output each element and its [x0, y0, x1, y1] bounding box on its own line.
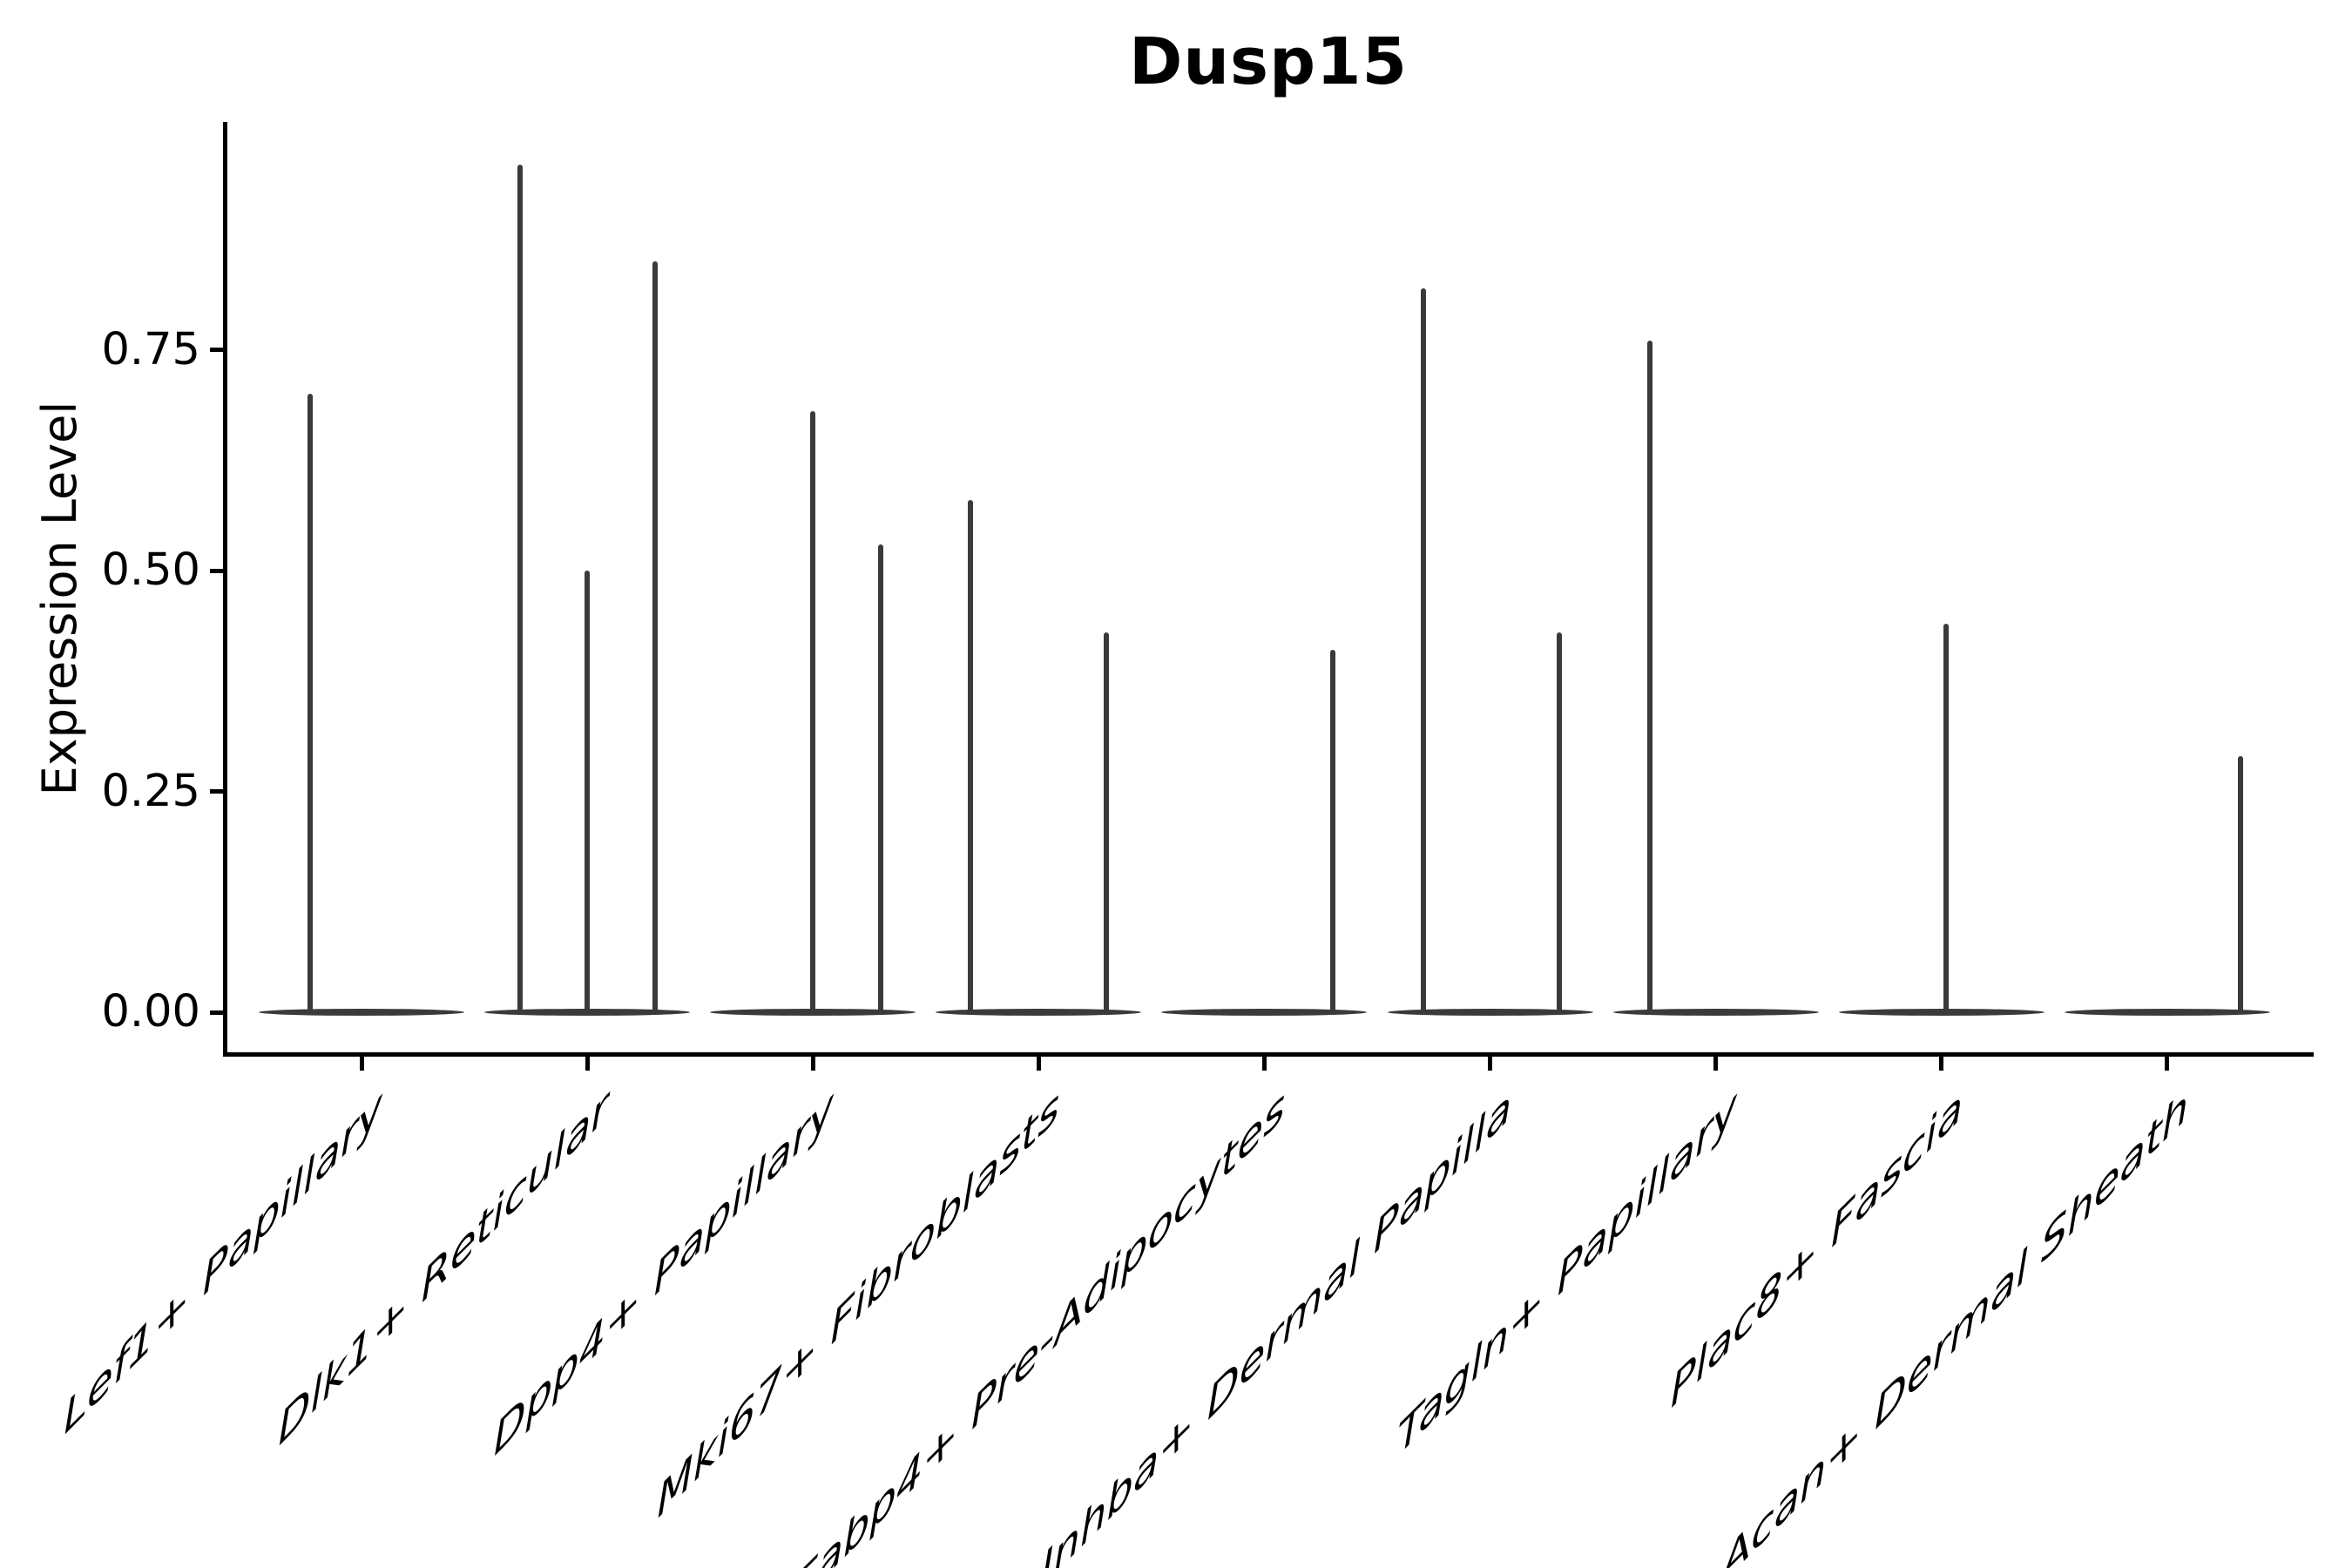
violin-baseline [2064, 1009, 2270, 1016]
violin-spike [585, 571, 591, 1012]
violin-baseline [1387, 1009, 1593, 1016]
x-axis-spine [223, 1052, 2314, 1057]
violin-spike [1646, 341, 1652, 1012]
x-tick-label-3: Dpp4+ Papillary [493, 1078, 835, 1468]
x-tick [1713, 1057, 1719, 1071]
violin-spike [2237, 755, 2243, 1012]
violin-spike [1556, 632, 1562, 1012]
violin-baseline [936, 1009, 1142, 1016]
violin-spike [1943, 623, 1949, 1012]
violin-baseline [1838, 1009, 2044, 1016]
x-tick [1488, 1057, 1492, 1071]
x-tick-label-1: Lef1+ Papillary [64, 1078, 382, 1446]
violin-spike [810, 411, 816, 1012]
violin-baseline [484, 1009, 691, 1016]
violin-baseline [1612, 1009, 1819, 1016]
violin-spike [517, 164, 524, 1012]
violin-spike [1420, 287, 1426, 1012]
violin-spike [878, 544, 884, 1012]
y-tick [210, 568, 223, 573]
x-tick [1939, 1057, 1944, 1071]
y-tick [210, 1010, 223, 1015]
y-tick-label: 0.50 [101, 544, 200, 596]
y-tick-label: 0.25 [101, 765, 200, 817]
violin-spike [652, 261, 659, 1012]
violin-baseline [1161, 1009, 1368, 1016]
x-tick [810, 1057, 815, 1071]
violin-spike [308, 394, 313, 1012]
y-tick-label: 0.00 [101, 986, 200, 1037]
chart-title: Dusp15 [1128, 24, 1409, 99]
x-tick [1036, 1057, 1041, 1071]
x-tick [585, 1057, 590, 1071]
y-tick [210, 348, 223, 352]
violin-spike [1330, 650, 1336, 1012]
x-tick [2165, 1057, 2170, 1071]
violin-baseline [710, 1009, 916, 1016]
x-tick [1261, 1057, 1267, 1071]
violin-spike [1104, 632, 1110, 1012]
violin-baseline [259, 1009, 464, 1016]
x-tick-label-2: Dlk1+ Reticular [278, 1078, 609, 1457]
violin-spike [968, 499, 974, 1012]
y-tick [210, 789, 223, 794]
x-tick [359, 1057, 364, 1071]
y-tick-label: 0.75 [101, 323, 200, 375]
y-axis-spine [223, 122, 227, 1057]
